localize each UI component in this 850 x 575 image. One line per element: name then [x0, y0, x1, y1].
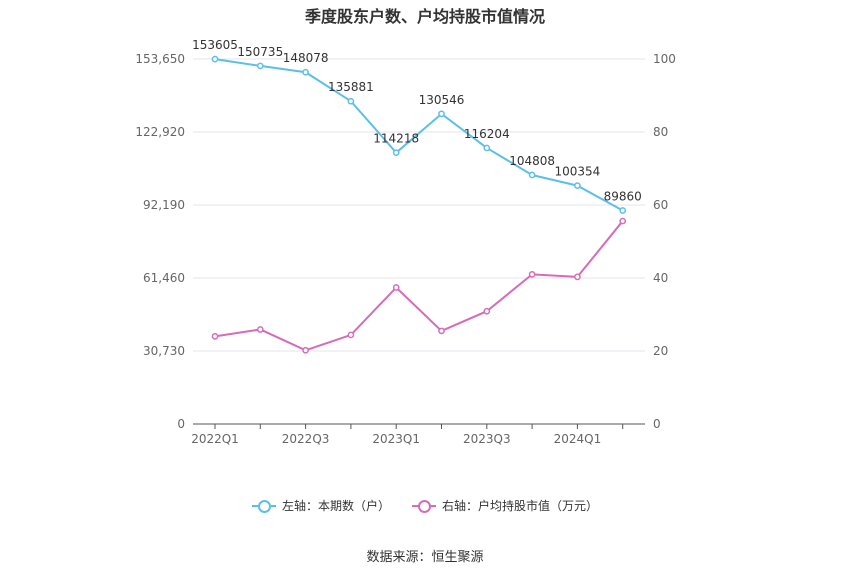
data-point-households: [528, 171, 536, 179]
data-point-households: [347, 97, 355, 105]
y-left-tick-label: 122,920: [135, 125, 185, 139]
data-label-households: 89860: [604, 190, 642, 204]
data-label-households: 100354: [554, 165, 600, 179]
data-point-avg-holding-value: [347, 331, 355, 339]
source-note: 数据来源：恒生聚源: [366, 550, 484, 565]
legend-item-households[interactable]: 左轴：本期数（户）: [251, 497, 390, 514]
data-point-avg-holding-value: [528, 271, 536, 278]
y-left-tick-label: 92,190: [143, 198, 185, 212]
legend-line-marker-icon: [412, 499, 436, 513]
data-point-avg-holding-value: [256, 326, 264, 333]
series-line-avg-holding-value: [214, 220, 624, 352]
y-right-tick-label: 40: [653, 271, 668, 285]
y-right-tick-label: 100: [653, 52, 676, 66]
y-right-tick-label: 0: [653, 417, 661, 431]
data-point-avg-holding-value: [574, 273, 581, 281]
y-right-tick-label: 60: [653, 198, 668, 212]
data-point-avg-holding-value: [302, 346, 309, 354]
legend-label-avg-holding-value: 右轴：户均持股市值（万元）: [442, 499, 599, 513]
data-point-households: [438, 110, 445, 118]
data-label-households: 150735: [237, 45, 283, 59]
y-left-tick-label: 153,650: [135, 52, 185, 66]
legend-label-households: 左轴：本期数（户）: [281, 499, 390, 513]
data-point-households: [256, 62, 264, 70]
data-point-avg-holding-value: [438, 327, 445, 335]
data-label-households: 153605: [192, 38, 238, 52]
data-label-households: 104808: [509, 154, 555, 168]
data-point-households: [302, 68, 309, 76]
data-point-households: [211, 55, 219, 63]
data-point-households: [574, 182, 581, 189]
data-label-households: 148078: [283, 51, 329, 65]
data-label-households: 130546: [419, 93, 465, 107]
legend-item-avg-holding-value[interactable]: 右轴：户均持股市值（万元）: [412, 497, 598, 514]
data-point-avg-holding-value: [211, 333, 219, 340]
data-point-avg-holding-value: [483, 307, 491, 315]
y-right-tick-label: 20: [653, 344, 668, 358]
x-tick-label: 2024Q1: [554, 432, 602, 446]
chart-title: 季度股东户数、户均持股市值情况: [304, 7, 545, 26]
y-left-tick-label: 0: [177, 417, 185, 431]
data-label-households: 135881: [328, 80, 374, 94]
data-label-households: 116204: [464, 127, 510, 141]
data-point-households: [483, 144, 491, 152]
data-point-households: [619, 207, 627, 214]
series-line-households: [214, 58, 624, 212]
x-tick-label: 2023Q3: [463, 432, 511, 446]
x-tick-label: 2023Q1: [372, 432, 420, 446]
data-point-households: [392, 149, 400, 157]
y-left-tick-label: 61,460: [143, 271, 185, 285]
data-point-avg-holding-value: [619, 217, 627, 225]
data-label-households: 114218: [373, 132, 419, 146]
x-tick-label: 2022Q3: [282, 432, 330, 446]
legend-line-marker-icon: [251, 499, 276, 513]
data-point-avg-holding-value: [392, 284, 400, 291]
chart-legend: 左轴：本期数（户） 右轴：户均持股市值（万元）: [0, 497, 850, 514]
y-left-tick-label: 30,730: [143, 344, 185, 358]
y-right-tick-label: 80: [653, 125, 668, 139]
x-tick-label: 2022Q1: [191, 432, 239, 446]
